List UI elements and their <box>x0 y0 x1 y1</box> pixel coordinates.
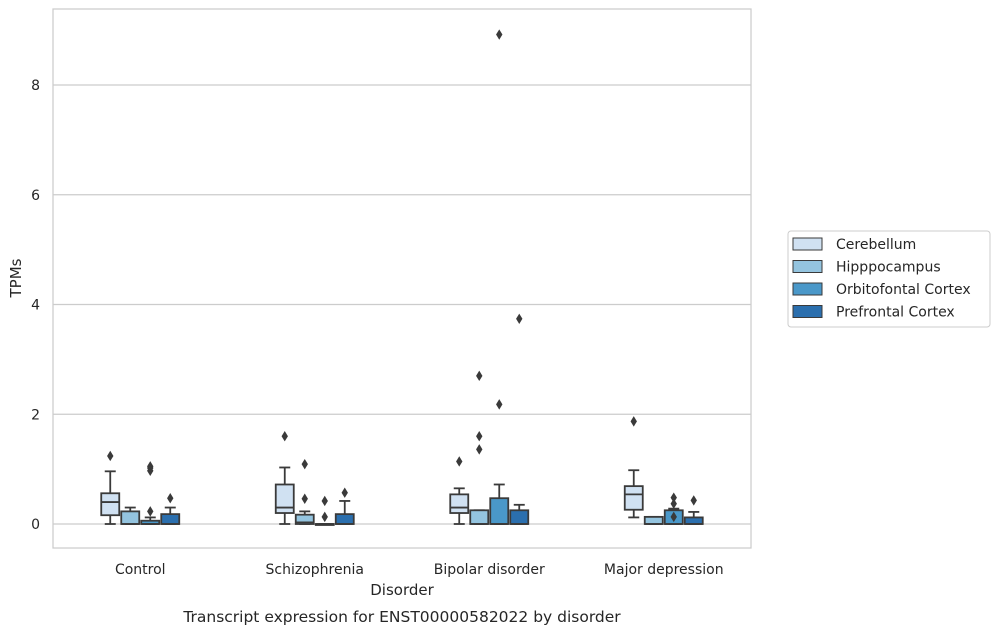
outlier-point <box>476 431 483 442</box>
outlier-point <box>147 506 154 517</box>
x-axis-label: Disorder <box>370 581 434 599</box>
plot-frame <box>52 8 752 549</box>
legend-frame <box>787 230 991 328</box>
legend-label: Orbitofontal Cortex <box>836 282 971 298</box>
outlier-point <box>476 370 483 382</box>
outlier-point <box>630 416 637 427</box>
y-tick-label: 8 <box>31 78 40 94</box>
y-tick-label: 2 <box>31 407 40 423</box>
outlier-point <box>147 461 154 472</box>
y-tick-label: 6 <box>31 188 40 204</box>
outlier-point <box>690 495 697 506</box>
y-tick-label: 0 <box>31 517 40 533</box>
box-plots <box>100 29 704 526</box>
outlier-point <box>476 444 483 455</box>
box <box>643 515 664 525</box>
outlier-point <box>301 493 308 504</box>
outlier-point <box>167 493 174 504</box>
outlier-point <box>670 511 677 523</box>
gridlines <box>53 84 751 525</box>
outlier-point <box>516 313 523 324</box>
box <box>449 493 470 514</box>
legend-swatch <box>792 237 823 251</box>
outlier-point <box>496 399 503 410</box>
box <box>274 483 295 514</box>
y-tick-label: 4 <box>31 298 40 314</box>
legend-label: Prefrontal Cortex <box>836 305 955 321</box>
outlier-point <box>321 511 328 523</box>
x-tick-label: Schizophrenia <box>266 562 364 578</box>
outlier-point <box>281 431 288 442</box>
legend-swatch <box>792 260 823 273</box>
box <box>683 516 704 525</box>
outlier-point <box>301 458 308 470</box>
y-axis-label: TPMs <box>7 258 25 298</box>
outlier-point <box>107 450 114 462</box>
legend-label: Hipppocampus <box>836 260 941 276</box>
plot-area <box>53 9 751 548</box>
x-tick-label: Bipolar disorder <box>434 562 545 578</box>
box <box>623 485 644 511</box>
box <box>469 509 490 525</box>
x-tick-label: Control <box>115 562 166 578</box>
outlier-point <box>670 492 677 503</box>
x-tick-label: Major depression <box>604 562 724 578</box>
legend-swatch <box>792 305 823 318</box>
outlier-point <box>456 456 463 467</box>
box <box>160 513 181 525</box>
legend: Cerebellum Hipppocampus Orbitofontal Corte… <box>787 230 991 328</box>
box <box>120 510 141 525</box>
legend-swatch <box>792 282 823 296</box>
box <box>100 492 121 517</box>
box <box>294 513 315 525</box>
outlier-point <box>321 495 328 507</box>
y-tick-labels: 0 2 4 6 8 <box>31 78 40 533</box>
legend-label: Cerebellum <box>836 237 916 253</box>
chart-caption: Transcript expression for ENST0000058202… <box>182 608 621 626</box>
outlier-point <box>670 498 677 509</box>
outlier-point <box>496 29 503 40</box>
outlier-point <box>341 487 348 498</box>
box <box>509 509 530 525</box>
box <box>489 497 510 525</box>
x-tick-labels: Control Schizophrenia Bipolar disorder Majo… <box>115 562 724 578</box>
box <box>334 513 355 525</box>
